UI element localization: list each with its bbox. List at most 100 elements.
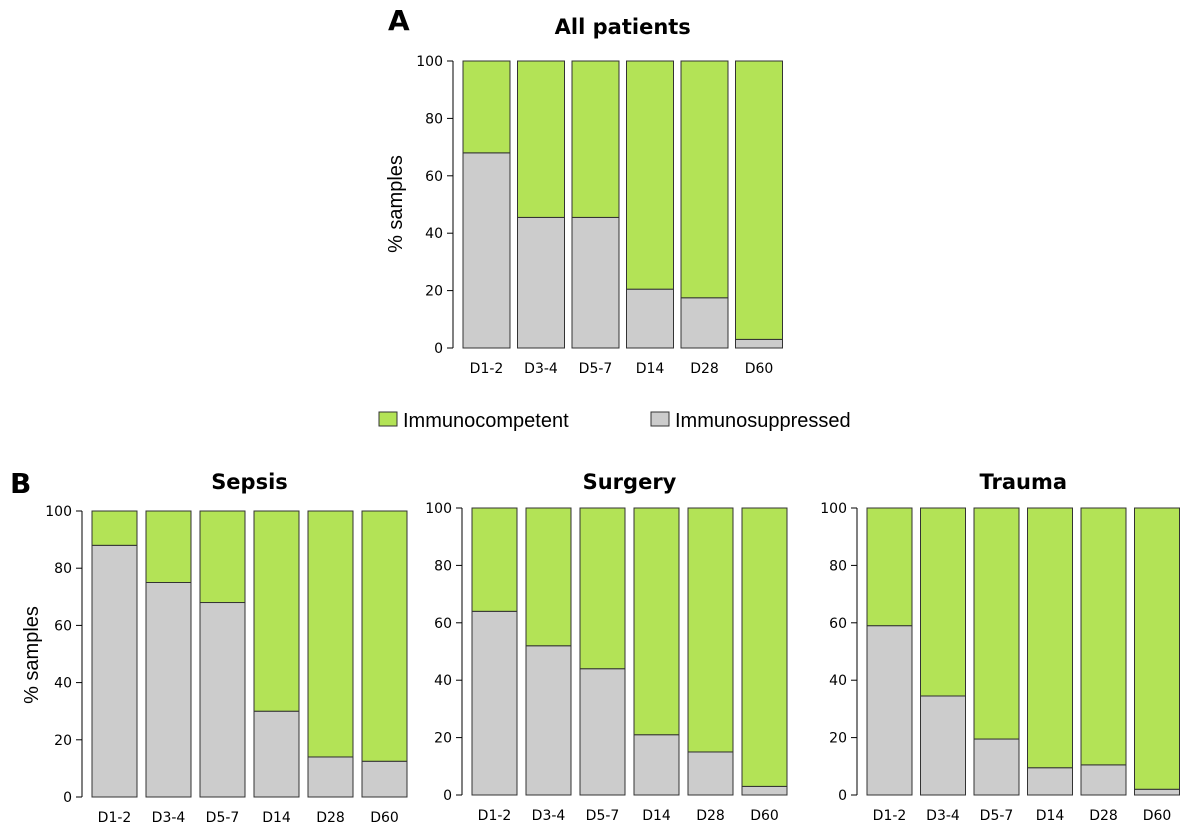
x-tick-label: D14 (1036, 808, 1065, 824)
chart-sepsis: Sepsis 0 20 40 60 80 100 % samples D1-2 D3-4 D5-7 D… (21, 470, 408, 826)
chart-title: Sepsis (211, 470, 288, 494)
chart-trauma: Trauma 0 20 40 60 80 100 D1-2 D3-4 D5-7 D14 D28 D60 (820, 470, 1180, 824)
x-tick-label: D60 (750, 808, 779, 824)
x-tick-label: D5-7 (980, 808, 1014, 824)
bar-immunocompetent-d14 (626, 60, 674, 290)
bar-immunosuppressed-d28 (1080, 764, 1127, 796)
bar-immunocompetent-d5-7 (579, 507, 626, 670)
bar-immunocompetent-d5-7 (571, 60, 620, 218)
x-tick-label: D60 (370, 810, 399, 826)
x-tick-label: D60 (1143, 808, 1172, 824)
bar-immunocompetent-d28 (1080, 507, 1127, 766)
chart-title: Trauma (979, 470, 1067, 494)
x-tick-label: D1-2 (873, 808, 907, 824)
bar-immunocompetent-d3-4 (145, 510, 192, 583)
bar-immunosuppressed-d14 (1027, 767, 1073, 796)
y-tick-label: 100 (45, 504, 72, 520)
y-tick-label: 100 (820, 501, 847, 517)
bar-immunosuppressed-d5-7 (579, 668, 626, 796)
y-tick-label: 80 (829, 558, 847, 574)
bar-immunosuppressed-d1-2 (471, 610, 518, 796)
bar-immunocompetent-d3-4 (525, 507, 572, 647)
y-tick-label: 80 (434, 558, 452, 574)
bar-immunosuppressed-d5-7 (973, 738, 1020, 796)
x-tick-label: D5-7 (579, 361, 613, 377)
bar-immunocompetent-d14 (1027, 507, 1073, 769)
y-tick-label: 80 (425, 111, 443, 127)
bar-immunocompetent-d3-4 (920, 507, 966, 697)
y-tick-label: 40 (434, 673, 452, 689)
legend-swatch-immunocompetent (378, 411, 398, 427)
y-tick-label: 100 (425, 501, 452, 517)
y-tick-label: 40 (425, 226, 443, 242)
bar-immunocompetent-d5-7 (973, 507, 1020, 740)
bar-immunosuppressed-d5-7 (571, 216, 620, 349)
y-tick-label: 40 (829, 673, 847, 689)
y-axis-label: % samples (21, 606, 43, 704)
x-tick-label: D5-7 (586, 808, 620, 824)
y-tick-label: 20 (54, 733, 72, 749)
x-tick-label: D28 (1089, 808, 1118, 824)
y-tick-label: 20 (434, 731, 452, 747)
x-tick-label: D3-4 (524, 361, 558, 377)
x-tick-label: D3-4 (532, 808, 566, 824)
x-tick-label: D60 (745, 361, 774, 377)
bar-immunosuppressed-d5-7 (199, 602, 246, 798)
legend: Immunocompetent Immunosuppressed (378, 410, 851, 432)
y-tick-label: 60 (434, 616, 452, 632)
bar-immunocompetent-d3-4 (517, 60, 565, 218)
bar-immunocompetent-d60 (1134, 507, 1180, 790)
bar-immunocompetent-d60 (735, 60, 783, 340)
x-tick-label: D1-2 (98, 810, 132, 826)
bar-immunosuppressed-d14 (633, 734, 680, 796)
x-tick-label: D3-4 (152, 810, 186, 826)
bar-immunocompetent-d14 (253, 510, 300, 712)
bar-immunocompetent-d60 (741, 507, 788, 787)
bar-immunocompetent-d1-2 (471, 507, 518, 612)
bar-immunosuppressed-d60 (361, 760, 408, 798)
panel-letter-a: A (388, 4, 410, 37)
bar-immunosuppressed-d14 (253, 710, 300, 798)
bar-immunosuppressed-d14 (626, 288, 674, 349)
bar-immunocompetent-d28 (687, 507, 734, 753)
legend-label-immunosuppressed: Immunosuppressed (675, 410, 851, 432)
y-tick-label: 0 (434, 341, 443, 357)
y-tick-label: 20 (829, 731, 847, 747)
bar-immunosuppressed-d60 (741, 785, 788, 796)
bar-immunocompetent-d28 (307, 510, 354, 758)
bar-immunosuppressed-d28 (687, 751, 734, 796)
bar-immunosuppressed-d3-4 (145, 582, 192, 798)
x-tick-label: D28 (316, 810, 345, 826)
bar-immunosuppressed-d1-2 (462, 152, 511, 349)
bar-immunocompetent-d1-2 (866, 507, 913, 627)
y-tick-label: 100 (416, 54, 443, 70)
x-tick-label: D14 (642, 808, 671, 824)
bar-immunocompetent-d1-2 (462, 60, 511, 154)
bar-immunosuppressed-d60 (1134, 788, 1180, 796)
x-tick-label: D1-2 (478, 808, 512, 824)
y-tick-label: 60 (829, 616, 847, 632)
x-tick-label: D14 (636, 361, 665, 377)
legend-swatch-immunosuppressed (650, 411, 670, 427)
y-axis-label: % samples (385, 155, 407, 253)
x-tick-label: D3-4 (926, 808, 960, 824)
y-tick-label: 80 (54, 561, 72, 577)
x-tick-label: D28 (696, 808, 725, 824)
y-tick-label: 0 (443, 788, 452, 804)
bar-immunosuppressed-d28 (307, 756, 354, 798)
bar-immunosuppressed-d3-4 (517, 216, 565, 349)
x-tick-label: D14 (262, 810, 291, 826)
bar-immunosuppressed-d3-4 (920, 695, 966, 796)
bar-immunosuppressed-d28 (680, 297, 729, 349)
y-tick-label: 40 (54, 676, 72, 692)
bar-immunocompetent-d60 (361, 510, 408, 762)
legend-label-immunocompetent: Immunocompetent (403, 410, 569, 432)
bar-immunosuppressed-d3-4 (525, 645, 572, 796)
chart-surgery: Surgery 0 20 40 60 80 100 D1-2 D3-4 D5-7 D14 D28 D60 (425, 470, 788, 824)
bar-immunocompetent-d1-2 (91, 510, 138, 546)
bar-immunosuppressed-d60 (735, 338, 783, 349)
bar-immunocompetent-d5-7 (199, 510, 246, 604)
bar-immunosuppressed-d1-2 (866, 625, 913, 796)
bar-immunocompetent-d14 (633, 507, 680, 736)
y-tick-label: 60 (54, 618, 72, 634)
